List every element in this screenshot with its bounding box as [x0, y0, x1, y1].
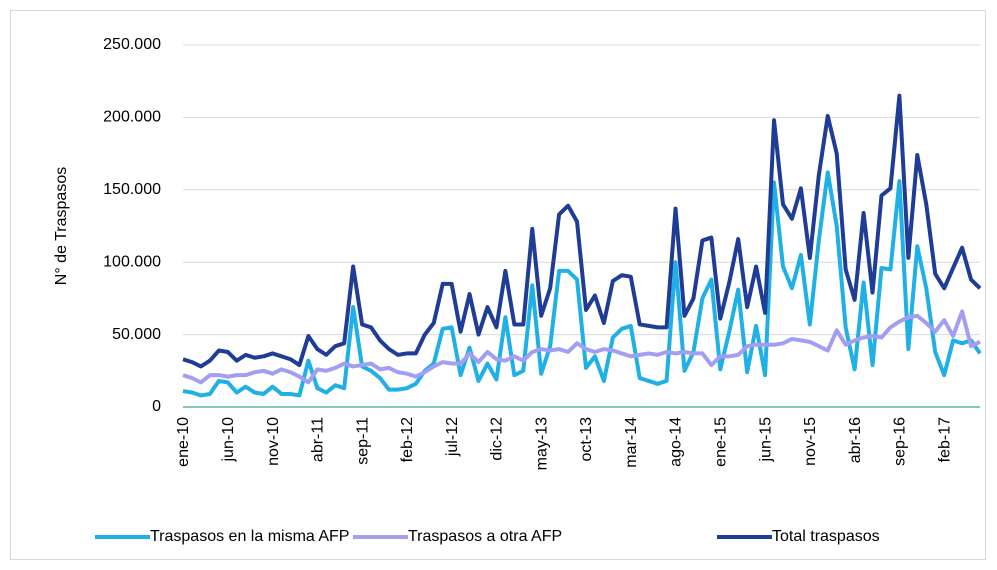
- x-tick-label: may-13: [533, 417, 550, 470]
- x-tick-label: dic-12: [489, 417, 506, 461]
- x-tick-label: sep-16: [892, 417, 909, 466]
- x-tick-label: jun-15: [757, 417, 774, 463]
- x-tick-label: feb-17: [936, 417, 953, 462]
- x-tick-label: oct-13: [578, 417, 595, 462]
- x-tick-label: jun-10: [220, 417, 237, 463]
- x-tick-label: ene-10: [175, 417, 192, 467]
- series-line: [182, 93, 982, 369]
- x-tick-label: jul-12: [444, 417, 461, 457]
- y-tick-label: 150.000: [103, 181, 161, 198]
- x-tick-label: abr-11: [310, 417, 327, 462]
- x-tick-label: mar-14: [623, 417, 640, 468]
- legend-label: Total traspasos: [772, 528, 880, 545]
- x-tick-label: sep-11: [354, 417, 371, 465]
- legend-label: Traspasos a otra AFP: [408, 528, 562, 545]
- x-tick-label: ene-15: [713, 417, 730, 467]
- y-tick-label: 200.000: [103, 109, 161, 126]
- legend-label: Traspasos en la misma AFP: [150, 528, 349, 545]
- series-line: [182, 170, 982, 398]
- series-line: [182, 309, 981, 385]
- x-tick-label: nov-10: [265, 417, 282, 466]
- x-tick-label: abr-16: [847, 417, 864, 463]
- y-tick-label: 50.000: [112, 326, 161, 343]
- y-tick-label: 100.000: [103, 253, 161, 270]
- chart-frame: [10, 10, 986, 560]
- x-tick-label: ago-14: [668, 417, 685, 467]
- y-axis-label: N° de Traspasos: [53, 167, 70, 285]
- x-tick-label: feb-12: [399, 417, 416, 462]
- y-tick-label: 0: [152, 398, 161, 415]
- y-tick-label: 250.000: [103, 36, 161, 53]
- x-tick-label: nov-15: [802, 417, 819, 466]
